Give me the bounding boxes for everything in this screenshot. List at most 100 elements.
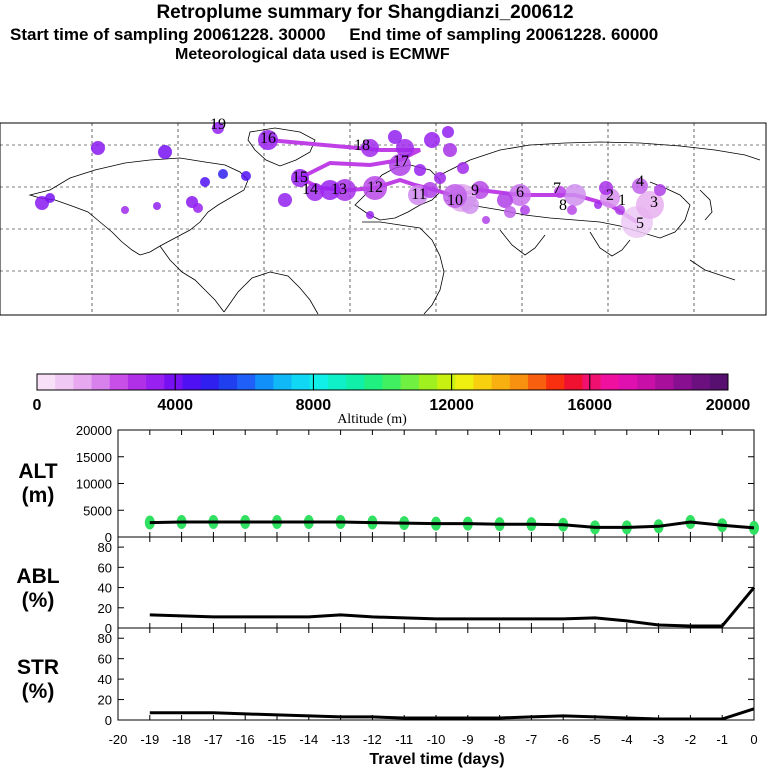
y-axis-label: STR bbox=[17, 656, 59, 679]
colorbar-swatch bbox=[509, 374, 529, 390]
x-tick-label: -2 bbox=[685, 732, 697, 747]
x-tick-label: -14 bbox=[299, 732, 318, 747]
chart-title: Retroplume summary for Shangdianzi_20061… bbox=[156, 2, 574, 23]
y-tick-label: 15000 bbox=[76, 450, 112, 465]
day-label: 7 bbox=[553, 180, 561, 197]
colorbar-tick-label: 4000 bbox=[157, 397, 193, 414]
panel-str: 0 20 40 60 80 STR(%) bbox=[17, 627, 755, 728]
day-label: 1 bbox=[618, 192, 626, 209]
altitude-point bbox=[749, 520, 759, 535]
colorbar-swatch bbox=[600, 374, 620, 390]
trajectory-marker bbox=[567, 205, 577, 215]
colorbar-swatch bbox=[237, 374, 256, 390]
trajectory-marker bbox=[442, 126, 454, 138]
trajectory-marker bbox=[334, 179, 356, 201]
colorbar-swatch bbox=[491, 374, 511, 390]
x-tick-label: -6 bbox=[557, 732, 569, 747]
series-line bbox=[149, 586, 756, 628]
trajectory-marker bbox=[482, 216, 490, 224]
trajectory-marker bbox=[520, 205, 530, 215]
y-tick-label: 5000 bbox=[83, 503, 112, 518]
trajectory-marker bbox=[200, 177, 210, 187]
day-label: 12 bbox=[367, 179, 383, 196]
y-tick-label: 60 bbox=[98, 652, 112, 667]
y-tick-label: 0 bbox=[105, 621, 112, 636]
x-tick-label: -4 bbox=[621, 732, 633, 747]
y-axis-label: ABL bbox=[16, 565, 59, 588]
colorbar-swatch bbox=[400, 374, 420, 390]
y-axis-unit: (m) bbox=[22, 484, 55, 507]
x-tick-label: -8 bbox=[494, 732, 506, 747]
trajectory-marker bbox=[434, 172, 446, 184]
y-tick-label: 40 bbox=[98, 581, 112, 596]
day-label: 6 bbox=[516, 184, 524, 201]
x-tick-label: -15 bbox=[268, 732, 287, 747]
time-series-panels: 05000100001500020000ALT(m)020406080ABL(%… bbox=[16, 423, 759, 728]
colorbar-tick-label: 16000 bbox=[568, 397, 613, 414]
panel-frame bbox=[117, 627, 755, 721]
panel-alt: 0 5000 10000 15000 20000 ALT(m) bbox=[18, 423, 759, 545]
y-tick-label: 40 bbox=[98, 672, 112, 687]
colorbar-tick-label: 8000 bbox=[296, 397, 332, 414]
y-tick-label: 0 bbox=[105, 713, 112, 728]
colorbar-swatch bbox=[291, 374, 311, 390]
x-tick-label: -9 bbox=[462, 732, 474, 747]
y-tick-label: 80 bbox=[98, 540, 112, 555]
colorbar-frame bbox=[36, 373, 729, 391]
colorbar-swatch bbox=[309, 374, 329, 390]
y-tick-label: 20 bbox=[98, 693, 112, 708]
trajectory-marker bbox=[241, 171, 251, 181]
trajectory-marker bbox=[91, 141, 105, 155]
colorbar-swatch bbox=[527, 374, 547, 390]
colorbar-swatch bbox=[55, 374, 74, 390]
colorbar-swatch bbox=[255, 374, 274, 390]
x-tick-label: -12 bbox=[363, 732, 382, 747]
trajectory-marker bbox=[554, 186, 566, 198]
day-label: 4 bbox=[636, 173, 644, 190]
colorbar-swatch bbox=[455, 374, 474, 390]
trajectory-marker bbox=[45, 193, 55, 203]
colorbar-swatch bbox=[127, 374, 147, 390]
day-label: 17 bbox=[393, 153, 409, 170]
colorbar-swatch bbox=[200, 374, 220, 390]
colorbar-swatch bbox=[346, 374, 365, 390]
colorbar-swatch bbox=[327, 374, 347, 390]
x-tick-label: -20 bbox=[109, 732, 128, 747]
day-label: 14 bbox=[302, 181, 318, 198]
trajectory-marker bbox=[366, 211, 374, 219]
series-line bbox=[149, 520, 755, 530]
trajectory-marker bbox=[636, 191, 664, 219]
colorbar-swatch bbox=[418, 374, 438, 390]
trajectory-marker bbox=[509, 184, 531, 206]
colorbar: 0 4000 8000 12000 16000 20000 Altitude (m) bbox=[33, 373, 751, 427]
day-label: 5 bbox=[636, 215, 644, 232]
trajectory-marker bbox=[632, 178, 648, 194]
sampling-times: Start time of sampling 20061228. 30000 E… bbox=[10, 25, 658, 45]
colorbar-swatch bbox=[618, 374, 638, 390]
day-label: 2 bbox=[606, 187, 614, 204]
trajectory-marker bbox=[497, 192, 513, 208]
trajectory-marker bbox=[396, 139, 414, 157]
colorbar-swatch bbox=[146, 374, 165, 390]
colorbar-tick-label: 20000 bbox=[706, 397, 751, 414]
x-tick-label: -16 bbox=[236, 732, 255, 747]
colorbar-swatch bbox=[273, 374, 293, 390]
colorbar-swatch bbox=[364, 374, 383, 390]
trajectory-marker bbox=[278, 193, 292, 207]
trajectory-marker bbox=[153, 202, 161, 210]
x-axis-label: Travel time (days) bbox=[369, 751, 504, 768]
colorbar-swatch bbox=[673, 374, 693, 390]
trajectory-marker bbox=[654, 184, 666, 196]
y-tick-label: 20 bbox=[98, 601, 112, 616]
y-axis-label: ALT bbox=[18, 460, 57, 483]
colorbar-swatch bbox=[109, 374, 129, 390]
colorbar-swatch bbox=[582, 374, 602, 390]
trajectory-marker bbox=[424, 132, 440, 148]
series-line bbox=[149, 707, 755, 721]
day-label: 18 bbox=[354, 137, 370, 154]
colorbar-swatches bbox=[37, 374, 729, 390]
x-tick-label: -11 bbox=[395, 732, 413, 747]
colorbar-swatch bbox=[182, 374, 202, 390]
